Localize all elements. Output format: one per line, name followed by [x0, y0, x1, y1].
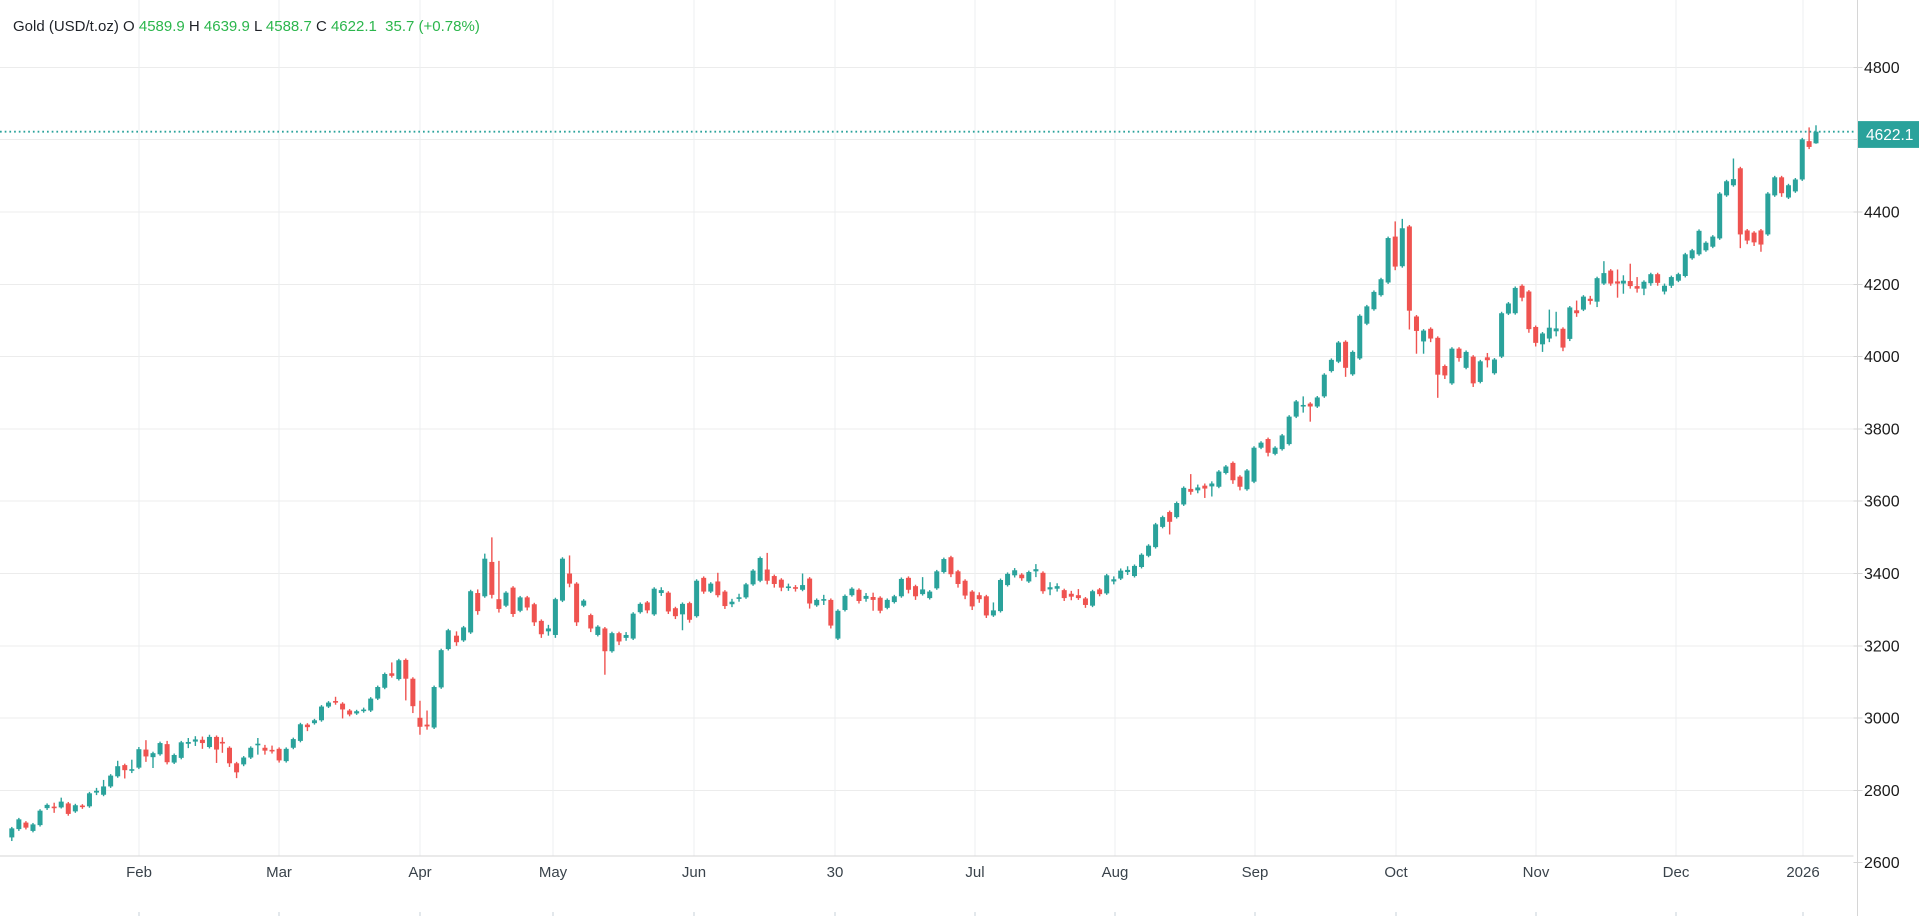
svg-text:Gold (USD/t.oz) O 4589.9 H 463: Gold (USD/t.oz) O 4589.9 H 4639.9 L 4588…	[13, 18, 480, 35]
svg-text:Nov: Nov	[1523, 864, 1550, 881]
svg-text:Jun: Jun	[682, 864, 706, 881]
svg-text:May: May	[539, 864, 568, 881]
svg-text:3800: 3800	[1864, 421, 1900, 438]
svg-text:2800: 2800	[1864, 783, 1900, 800]
svg-text:2026: 2026	[1786, 864, 1819, 881]
svg-text:3600: 3600	[1864, 494, 1900, 511]
svg-text:Oct: Oct	[1384, 864, 1408, 881]
svg-text:Sep: Sep	[1242, 864, 1269, 881]
svg-text:3200: 3200	[1864, 638, 1900, 655]
svg-text:3400: 3400	[1864, 566, 1900, 583]
svg-text:Apr: Apr	[408, 864, 431, 881]
svg-text:30: 30	[827, 864, 844, 881]
svg-text:3000: 3000	[1864, 711, 1900, 728]
svg-text:4400: 4400	[1864, 205, 1900, 222]
svg-text:4622.1: 4622.1	[1866, 127, 1913, 144]
svg-text:Aug: Aug	[1102, 864, 1129, 881]
svg-text:4200: 4200	[1864, 277, 1900, 294]
svg-text:Dec: Dec	[1663, 864, 1690, 881]
svg-text:Jul: Jul	[965, 864, 984, 881]
svg-text:Feb: Feb	[126, 864, 152, 881]
svg-text:Mar: Mar	[266, 864, 292, 881]
svg-text:4000: 4000	[1864, 349, 1900, 366]
svg-text:4800: 4800	[1864, 60, 1900, 77]
svg-text:2600: 2600	[1864, 855, 1900, 872]
